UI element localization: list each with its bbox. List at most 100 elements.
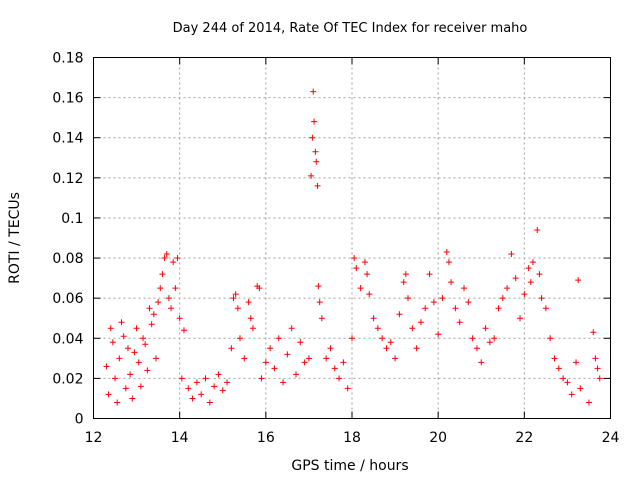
data-point xyxy=(353,265,360,272)
data-point xyxy=(133,325,140,332)
data-point xyxy=(163,251,170,258)
data-point xyxy=(422,305,429,312)
data-point xyxy=(383,345,390,352)
data-point xyxy=(527,279,534,286)
data-point xyxy=(131,349,138,356)
data-point xyxy=(538,295,545,302)
data-point xyxy=(172,285,179,292)
data-point xyxy=(456,319,463,326)
x-tick-label: 14 xyxy=(171,430,189,446)
data-point xyxy=(232,291,239,298)
data-point xyxy=(219,387,226,394)
y-tick-label: 0.02 xyxy=(52,371,83,387)
data-point xyxy=(402,271,409,278)
data-point xyxy=(439,295,446,302)
data-point xyxy=(349,335,355,342)
data-point xyxy=(508,251,515,258)
data-point xyxy=(144,367,151,374)
data-point xyxy=(491,335,498,342)
x-tick-label: 22 xyxy=(515,430,533,446)
data-point xyxy=(124,345,131,352)
data-point xyxy=(392,355,399,362)
data-point xyxy=(357,285,364,292)
gridlines xyxy=(93,57,611,419)
y-tick-label: 0.08 xyxy=(52,251,83,267)
data-point xyxy=(308,172,315,179)
data-point xyxy=(159,271,166,278)
data-point xyxy=(426,271,433,278)
data-point xyxy=(122,385,129,392)
data-point xyxy=(120,333,127,340)
data-point xyxy=(241,355,248,362)
data-point xyxy=(336,375,343,382)
data-point xyxy=(344,385,351,392)
data-point xyxy=(316,299,323,306)
data-point xyxy=(417,319,424,326)
data-point xyxy=(560,375,567,382)
data-point xyxy=(370,315,377,322)
y-tick-label: 0.04 xyxy=(52,331,83,347)
data-point xyxy=(288,325,295,332)
data-point xyxy=(452,305,459,312)
data-point xyxy=(245,299,252,306)
data-point xyxy=(311,118,318,125)
data-point xyxy=(256,285,263,292)
data-point xyxy=(215,371,222,378)
data-point xyxy=(405,295,412,302)
data-point xyxy=(590,329,597,336)
x-tick-label: 24 xyxy=(602,430,620,446)
data-point xyxy=(448,279,455,286)
data-point xyxy=(573,359,580,366)
data-point xyxy=(413,345,420,352)
data-point xyxy=(473,345,480,352)
data-point xyxy=(534,226,541,233)
data-point xyxy=(105,391,112,398)
data-point xyxy=(310,88,317,95)
data-point xyxy=(521,291,528,298)
data-point xyxy=(127,371,134,378)
data-point xyxy=(189,395,196,402)
data-point xyxy=(387,339,394,346)
data-point xyxy=(150,311,157,318)
x-tick-labels: 12 14 16 18 20 22 24 xyxy=(85,430,620,446)
data-point xyxy=(482,325,489,332)
data-point xyxy=(430,299,437,306)
data-point xyxy=(499,295,506,302)
data-point xyxy=(198,391,205,398)
data-point xyxy=(249,325,256,332)
data-point xyxy=(366,291,373,298)
data-point xyxy=(193,379,200,386)
data-point xyxy=(575,277,582,284)
y-tick-label: 0.14 xyxy=(52,131,83,147)
data-point xyxy=(351,255,358,262)
data-point xyxy=(258,375,265,382)
data-point xyxy=(364,271,371,278)
data-point xyxy=(280,379,287,386)
data-point xyxy=(109,339,116,346)
data-point xyxy=(379,335,386,342)
data-point xyxy=(315,283,322,290)
data-point xyxy=(297,339,304,346)
data-point xyxy=(542,305,549,312)
y-tick-label: 0.06 xyxy=(52,291,83,307)
y-tick-label: 0 xyxy=(75,412,84,428)
data-point xyxy=(314,182,321,189)
x-tick-label: 18 xyxy=(343,430,361,446)
data-point xyxy=(271,365,278,372)
data-point xyxy=(185,385,192,392)
data-point xyxy=(176,315,183,322)
data-point xyxy=(568,391,575,398)
data-point xyxy=(292,371,299,378)
data-point xyxy=(323,355,330,362)
data-point xyxy=(305,355,312,362)
data-point xyxy=(577,385,584,392)
data-point xyxy=(435,331,442,338)
data-point xyxy=(409,325,416,332)
data-point xyxy=(180,327,187,334)
y-tick-label: 0.16 xyxy=(52,91,83,107)
data-point xyxy=(594,365,601,372)
data-point xyxy=(318,315,325,322)
data-point xyxy=(142,341,149,348)
data-point xyxy=(478,359,485,366)
